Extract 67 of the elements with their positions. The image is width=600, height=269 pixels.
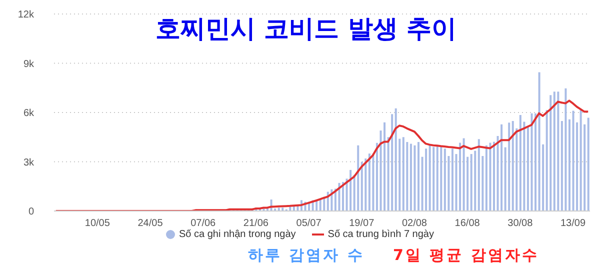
x-tick-label: 02/08 <box>402 218 428 230</box>
bar <box>492 142 495 211</box>
x-tick-label: 07/06 <box>190 218 216 230</box>
x-tick-label: 10/05 <box>84 218 110 230</box>
bar <box>572 110 574 211</box>
bar <box>282 208 284 211</box>
y-tick-label: 9k <box>23 58 35 70</box>
bar <box>508 122 510 211</box>
bar <box>485 145 488 211</box>
bar <box>550 95 552 211</box>
bar <box>470 154 472 211</box>
x-tick-label: 30/08 <box>508 218 534 230</box>
y-tick-label: 0 <box>28 206 34 218</box>
y-tick-label: 3k <box>23 157 35 168</box>
bar <box>364 158 367 211</box>
bar <box>372 154 374 211</box>
chart-title: 호찌민시 코비드 발생 추이 <box>155 14 457 43</box>
bar <box>580 110 582 211</box>
bar <box>428 145 431 211</box>
bar <box>394 108 397 211</box>
bar <box>568 119 570 211</box>
bar <box>350 170 352 211</box>
y-tick-label: 6k <box>23 108 35 120</box>
bar <box>564 88 567 211</box>
bar <box>414 145 416 211</box>
bar <box>444 148 446 211</box>
bar <box>357 145 360 211</box>
x-tick-label: 19/07 <box>349 218 375 230</box>
bar <box>462 138 465 211</box>
line-series <box>54 100 590 211</box>
bar <box>432 146 435 211</box>
bar <box>451 148 454 211</box>
bar <box>384 122 386 211</box>
x-tick-label: 13/09 <box>560 218 586 230</box>
bar <box>391 114 394 211</box>
legend-label: Số ca trung bình 7 ngày <box>328 229 434 240</box>
bar <box>360 162 363 211</box>
bar <box>534 113 537 211</box>
x-tick-label: 16/08 <box>454 218 480 230</box>
x-tick-label: 24/05 <box>138 218 164 230</box>
bar <box>530 113 533 211</box>
bar <box>436 146 438 211</box>
text: 하루 감염자 수 <box>248 246 364 265</box>
x-tick-label: 21/06 <box>243 218 269 230</box>
bar <box>519 114 522 211</box>
bar <box>538 72 540 211</box>
bar <box>410 144 412 211</box>
bar <box>553 92 556 211</box>
bar <box>587 118 590 211</box>
bar <box>425 148 428 211</box>
text: 7일 평균 감염자수 <box>393 246 539 265</box>
bar <box>376 142 378 211</box>
legend-label: Số ca ghi nhận trong ngày <box>179 229 296 240</box>
bar <box>278 208 280 211</box>
bar <box>478 139 480 211</box>
bar <box>402 137 404 211</box>
bar <box>512 121 514 211</box>
x-tick-label: 05/07 <box>296 218 322 230</box>
y-tick-label: 12k <box>18 10 35 21</box>
bar <box>557 92 560 211</box>
bar <box>489 142 492 211</box>
bar <box>459 142 462 211</box>
bar <box>368 154 370 211</box>
bar <box>418 142 420 211</box>
bar <box>440 146 442 211</box>
bar <box>474 150 476 211</box>
bar <box>500 124 503 211</box>
